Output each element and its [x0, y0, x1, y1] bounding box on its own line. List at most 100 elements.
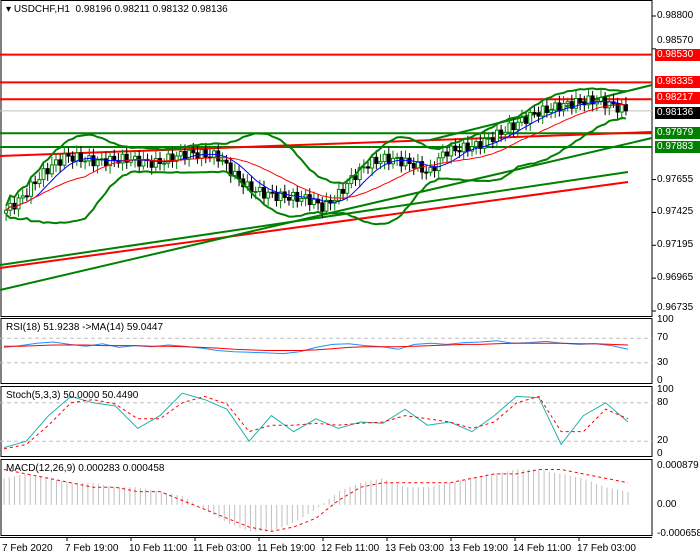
candle-body: [366, 166, 370, 169]
candle-body: [395, 156, 400, 159]
candle-body: [345, 183, 350, 194]
candle-body: [124, 153, 129, 163]
candle-body: [486, 137, 491, 140]
stoch-title: Stoch(5,3,3) 50.0000 50.4490: [6, 390, 139, 401]
candle-body: [503, 131, 508, 135]
indicator-tick-label: 0.000879: [657, 460, 699, 471]
time-tick-label: 7 Feb 19:00: [65, 543, 119, 554]
candle-body: [515, 121, 520, 131]
level-tag: 0.97883: [655, 141, 700, 153]
candle-body: [603, 97, 608, 109]
candle-body: [374, 156, 379, 164]
candle-body: [166, 153, 171, 164]
price-tick-label: 0.96735: [657, 302, 694, 313]
candle-body: [507, 122, 512, 133]
indicator-tick-label: 30: [657, 356, 669, 368]
level-tag: 0.97979: [655, 127, 700, 140]
candle-body: [270, 191, 275, 194]
candle-body: [191, 149, 196, 154]
indicator-tick-label: 20: [657, 435, 669, 447]
candle-body: [178, 150, 183, 157]
candle-body: [382, 153, 387, 163]
candle-body: [465, 142, 470, 152]
candle-body: [174, 155, 179, 162]
candle-body: [553, 102, 558, 111]
macd-signal-line: [3, 469, 629, 532]
candle-body: [24, 195, 29, 198]
candle-body: [153, 158, 158, 168]
bollinger-upper: [5, 87, 626, 207]
candle-body: [499, 129, 504, 135]
indicator-tick-label: 0: [657, 448, 663, 459]
candle-body: [490, 137, 495, 143]
ma-slow-line: [5, 103, 626, 211]
candle-body: [519, 117, 524, 123]
candle-body: [37, 179, 42, 185]
dropdown-triangle-icon[interactable]: ▾: [6, 4, 12, 15]
candle-body: [474, 141, 479, 148]
candle-body: [557, 102, 562, 112]
candle-body: [461, 142, 466, 153]
rsi-line: [3, 340, 629, 355]
price-tick-label: 0.96965: [657, 272, 694, 284]
price-tick-label: 0.97655: [657, 173, 694, 185]
candle-body: [286, 196, 291, 201]
candle-body: [253, 190, 258, 193]
candle-body: [386, 153, 391, 165]
candle-body: [357, 167, 362, 181]
candle-body: [428, 166, 433, 173]
candle-body: [586, 95, 591, 106]
candle-body: [536, 112, 541, 117]
indicator-tick-label: 0: [657, 375, 663, 386]
candle-body: [607, 101, 612, 109]
candle-body: [62, 153, 67, 166]
candle-body: [341, 188, 346, 194]
candle-body: [41, 168, 46, 181]
candle-body: [74, 152, 79, 162]
candle-body: [311, 198, 316, 206]
candle-body: [569, 101, 574, 109]
candle-body: [274, 192, 279, 201]
time-tick-label: 13 Feb 19:00: [449, 543, 508, 554]
high-value: 0.98211: [114, 4, 150, 15]
level-tag: 0.98530: [655, 48, 700, 61]
candle-body: [66, 153, 71, 157]
low-value: 0.98132: [152, 4, 189, 15]
candle-body: [457, 150, 462, 153]
candle-body: [549, 109, 554, 113]
candle-body: [199, 149, 204, 159]
time-tick-label: 14 Feb 11:00: [513, 543, 572, 554]
trendline-green-mid: [0, 171, 629, 266]
candle-body: [578, 98, 583, 103]
candle-body: [307, 194, 312, 206]
pane-frame: [0, 386, 653, 457]
bollinger-lower: [5, 116, 627, 226]
time-tick-label: 13 Feb 03:00: [385, 543, 444, 554]
candle-body: [12, 202, 17, 210]
candle-body: [262, 187, 266, 199]
time-tick-label: 12 Feb 11:00: [321, 543, 380, 554]
candle-body: [295, 191, 300, 202]
candle-body: [29, 181, 34, 197]
open-value: 0.98196: [75, 4, 112, 15]
indicator-tick-label: 80: [657, 396, 669, 408]
indicator-tick-label: -0.000658: [657, 528, 700, 539]
candle-body: [203, 149, 208, 158]
candle-body: [278, 191, 283, 201]
trendline-red-lower: [0, 181, 629, 269]
candle-body: [590, 95, 595, 105]
indicator-tick-label: 100: [657, 384, 674, 395]
candle-body: [49, 164, 54, 175]
candle-body: [162, 162, 167, 165]
candle-body: [445, 151, 450, 157]
candle-body: [95, 159, 100, 167]
time-tick-label: 11 Feb 19:00: [257, 543, 316, 554]
macd-title: MACD(12,26,9) 0.000283 0.000458: [6, 463, 165, 474]
chart-header: ▾ USDCHF,H1 0.98196 0.98211 0.98132 0.98…: [6, 4, 228, 16]
candle-body: [16, 197, 21, 210]
pane-frame: [0, 318, 653, 384]
candle-body: [378, 161, 383, 164]
indicator-tick-label: 70: [657, 332, 669, 344]
time-tick-label: 7 Feb 2020: [2, 543, 53, 554]
